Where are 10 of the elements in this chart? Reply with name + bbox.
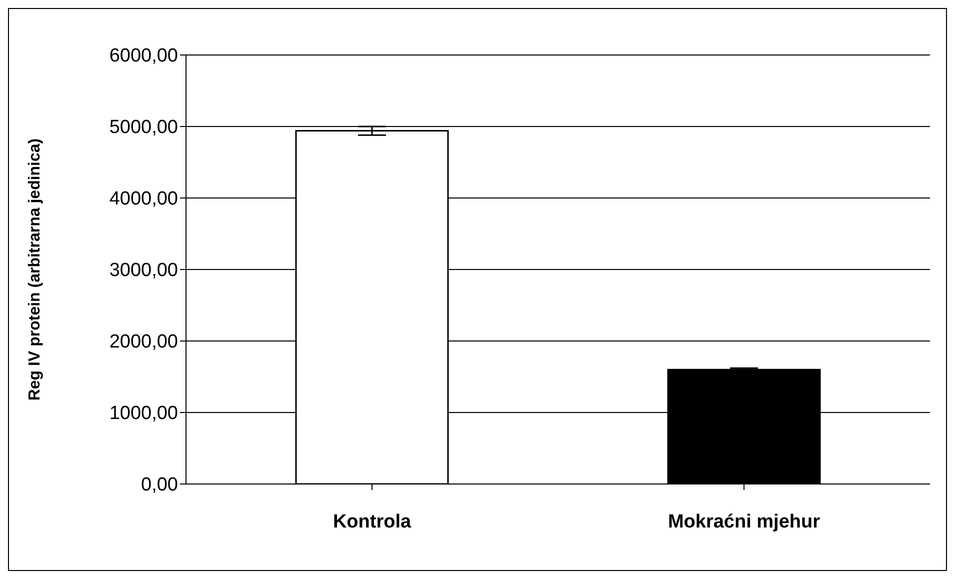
- x-tick-label: Mokraćni mjehur: [668, 511, 821, 532]
- x-tick-label: Kontrola: [332, 511, 412, 532]
- y-tick-label: 6000,00: [109, 46, 178, 67]
- y-tick-label: 5000,00: [109, 117, 178, 138]
- y-tick-label: 1000,00: [109, 403, 178, 424]
- y-axis-title: Reg IV protein (arbitrarna jedinica): [26, 138, 44, 401]
- y-tick-label: 0,00: [141, 474, 178, 496]
- y-tick-label: 2000,00: [109, 332, 178, 353]
- y-tick-label: 4000,00: [109, 188, 178, 210]
- y-tick-label: 3000,00: [109, 260, 178, 282]
